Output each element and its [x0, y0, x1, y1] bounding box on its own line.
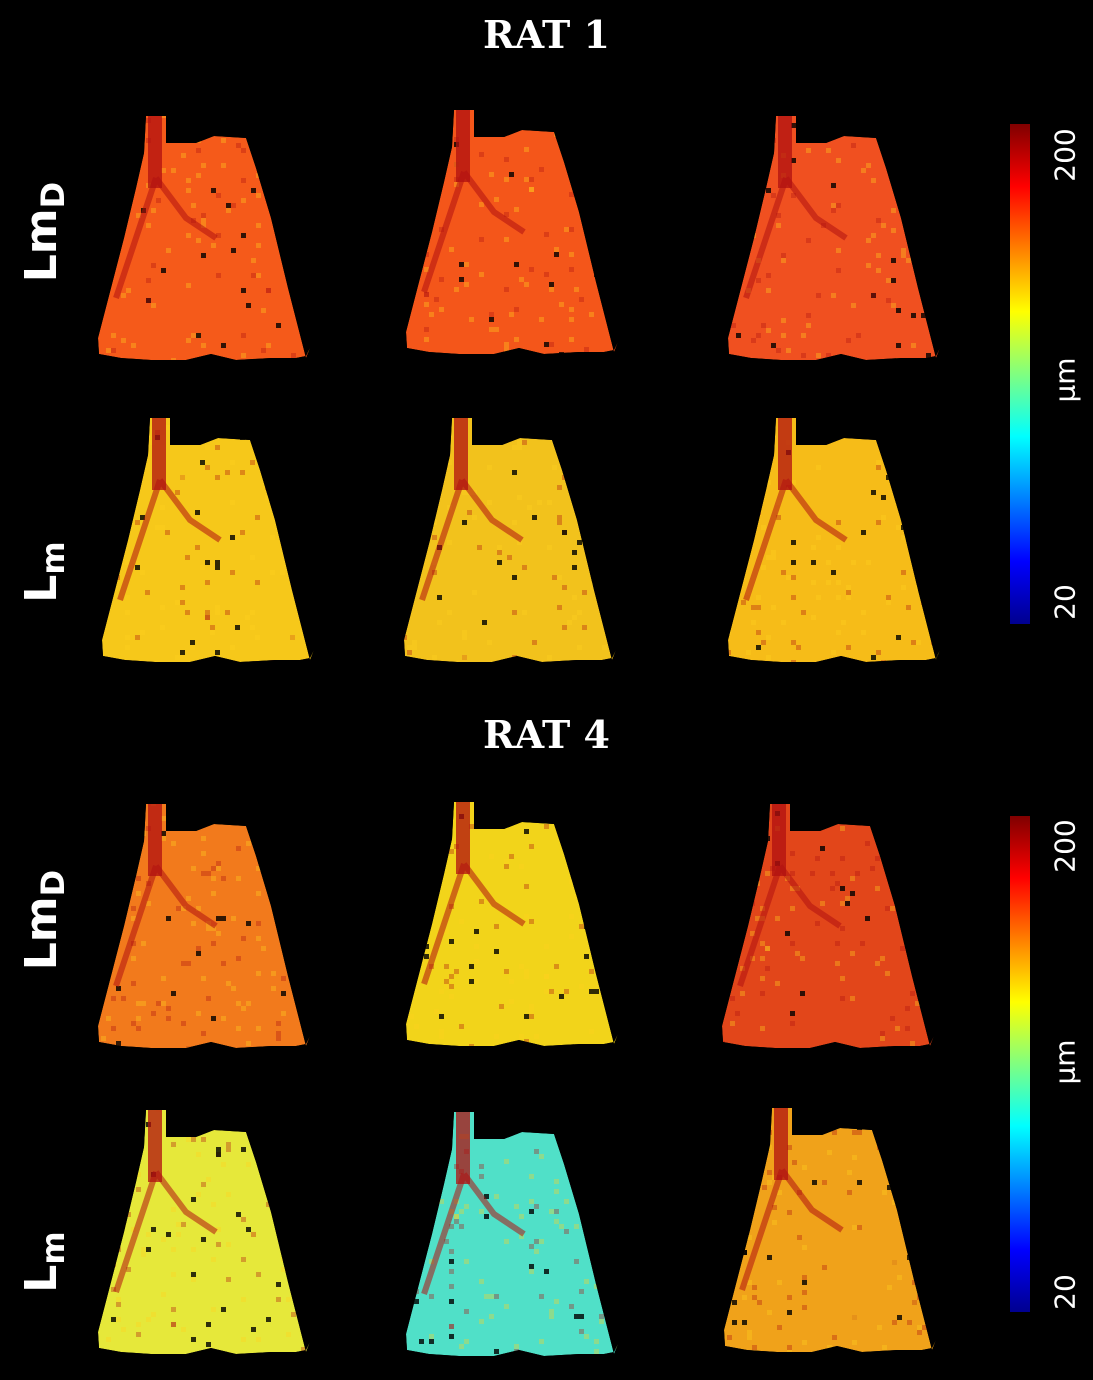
trachea — [148, 1110, 162, 1182]
panel-rat1-title: RAT 1 — [483, 12, 610, 57]
trachea — [456, 802, 470, 874]
colorbar-rat4 — [1010, 816, 1030, 1312]
bronchus — [743, 478, 848, 601]
lung-map-lm-rat1-a — [102, 418, 314, 662]
trachea — [774, 1108, 788, 1180]
bronchus — [113, 1170, 218, 1293]
bronchus — [113, 176, 218, 299]
trachea — [778, 116, 792, 188]
lung-map-lmd-rat4-b — [406, 802, 618, 1046]
trachea — [772, 804, 786, 876]
lung-map-lm-rat4-c — [724, 1108, 936, 1352]
lung-tissue — [406, 1112, 618, 1356]
lung-map-lmd-rat1-a — [98, 116, 310, 360]
lung-map-lm-rat4-b — [406, 1112, 618, 1356]
lung-tissue — [406, 110, 618, 354]
trachea — [152, 418, 166, 490]
bronchus — [421, 862, 526, 985]
lung-tissue — [98, 1110, 310, 1354]
lung-map-lm-rat4-a — [98, 1110, 310, 1354]
lung-tissue — [722, 804, 934, 1048]
bronchus — [739, 1168, 844, 1291]
bronchus — [737, 864, 842, 987]
lung-map-lmd-rat4-c — [722, 804, 934, 1048]
lung-tissue — [728, 116, 940, 360]
trachea — [148, 116, 162, 188]
lung-map-lmd-rat4-a — [98, 804, 310, 1048]
lung-map-lmd-rat1-b — [406, 110, 618, 354]
bronchus — [421, 1172, 526, 1295]
lung-tissue — [102, 418, 314, 662]
lung-map-lmd-rat1-c — [728, 116, 940, 360]
colorbar-rat1 — [1010, 124, 1030, 624]
lung-tissue — [728, 418, 940, 662]
bronchus — [421, 170, 526, 293]
trachea — [456, 110, 470, 182]
bronchus — [743, 176, 848, 299]
lung-tissue — [724, 1108, 936, 1352]
bronchus — [419, 478, 524, 601]
trachea — [454, 418, 468, 490]
lung-map-lm-rat1-c — [728, 418, 940, 662]
bronchus — [113, 864, 218, 987]
trachea — [456, 1112, 470, 1184]
lung-map-lm-rat1-b — [404, 418, 616, 662]
trachea — [148, 804, 162, 876]
trachea — [778, 418, 792, 490]
bronchus — [117, 478, 222, 601]
panel-rat4-title: RAT 4 — [483, 712, 610, 757]
